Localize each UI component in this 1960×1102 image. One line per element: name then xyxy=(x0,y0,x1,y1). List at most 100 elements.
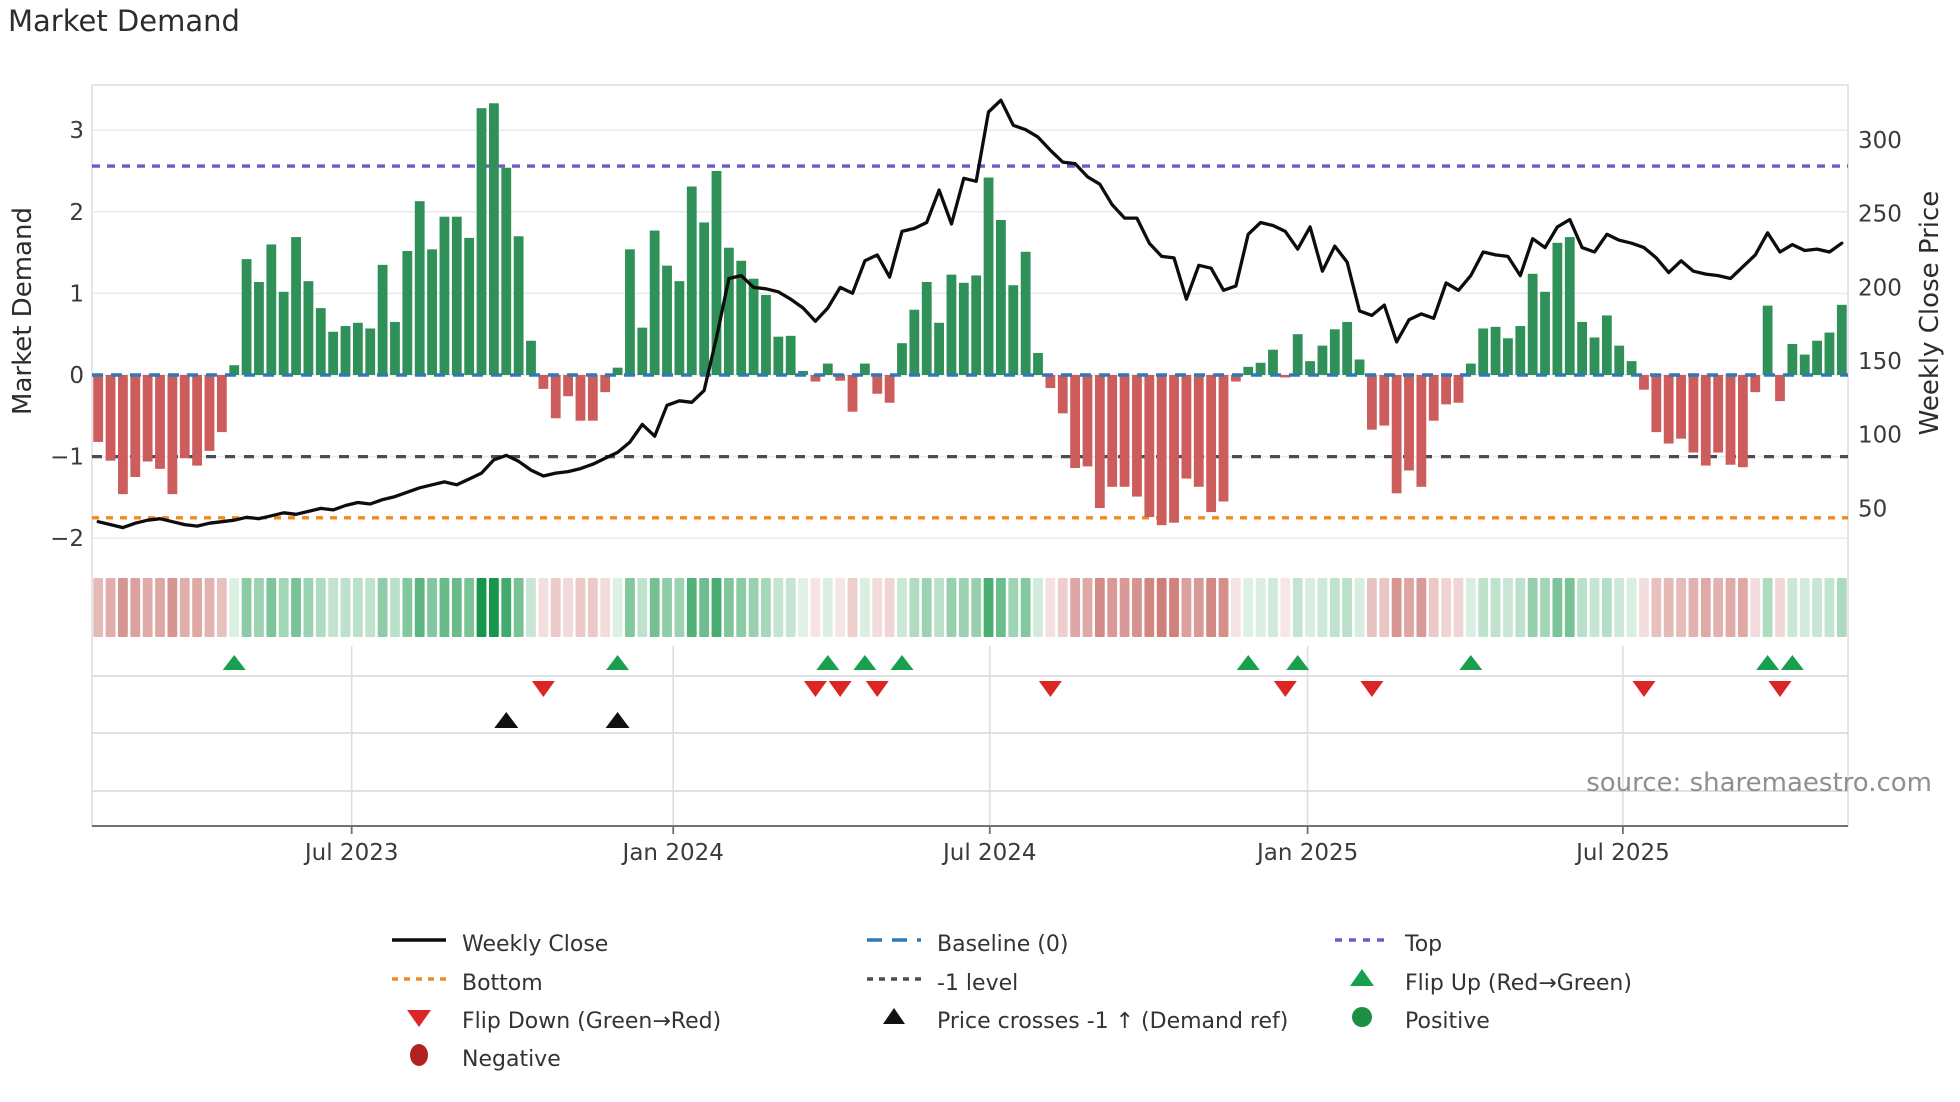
flip-up-marker xyxy=(1459,655,1483,670)
dots-orange-icon xyxy=(388,970,450,996)
demand-bar xyxy=(1787,343,1798,375)
demand-bar xyxy=(1243,366,1254,375)
heatmap-cell xyxy=(1206,578,1217,637)
flip-up-marker xyxy=(816,655,840,670)
heatmap-cell xyxy=(1243,578,1254,637)
heatmap-cell xyxy=(810,578,821,637)
dash-blue-icon xyxy=(863,931,925,957)
demand-bar xyxy=(1577,321,1588,375)
heatmap-cell xyxy=(340,578,351,637)
demand-bar xyxy=(390,321,400,375)
heatmap-cell xyxy=(1527,578,1538,637)
demand-bar xyxy=(921,281,932,375)
heatmap-cell xyxy=(414,578,425,637)
demand-bar xyxy=(1527,273,1538,375)
dot-darkred-icon xyxy=(388,1044,450,1072)
heatmap-cell xyxy=(1070,578,1081,637)
heatmap-cell xyxy=(1577,578,1588,637)
heatmap-cell xyxy=(1614,578,1625,637)
heatmap-cell xyxy=(1329,578,1340,637)
demand-bar xyxy=(1045,375,1056,389)
x-tick-label: Jan 2024 xyxy=(621,840,724,866)
heatmap-cell xyxy=(315,578,326,637)
legend-item: Flip Up (Red→Green) xyxy=(1331,966,1632,1000)
demand-bar xyxy=(971,275,982,375)
demand-bar xyxy=(637,327,648,375)
demand-bar xyxy=(1639,375,1649,390)
legend-label: Positive xyxy=(1405,1008,1490,1034)
heatmap-cell xyxy=(538,578,549,637)
heatmap-cell xyxy=(773,578,784,637)
tri-down-red-icon xyxy=(388,1008,450,1034)
demand-bar xyxy=(216,375,227,433)
demand-bar xyxy=(736,260,747,375)
heatmap-cell xyxy=(216,578,227,637)
heatmap-cell xyxy=(1268,578,1278,637)
flip-up-marker xyxy=(890,655,914,670)
heatmap-cell xyxy=(600,578,611,637)
price-line xyxy=(96,98,1844,530)
legend-label: Flip Down (Green→Red) xyxy=(462,1008,722,1034)
heatmap-cell xyxy=(167,578,178,637)
demand-bar xyxy=(1206,375,1217,513)
demand-bar xyxy=(1181,375,1192,479)
heatmap-cell xyxy=(1008,578,1019,637)
heatmap-cell xyxy=(1342,578,1353,637)
heatmap-cell xyxy=(1564,578,1575,637)
heatmap-cell xyxy=(798,578,808,637)
heatmap-cell xyxy=(1280,578,1291,637)
heatmap-cell xyxy=(1428,578,1439,637)
heatmap-cell xyxy=(822,578,833,637)
heatmap-cell xyxy=(142,578,153,637)
heatmap-cell xyxy=(377,578,388,637)
demand-bar xyxy=(1688,375,1699,453)
demand-bar xyxy=(550,375,561,419)
demand-bar xyxy=(192,375,203,466)
heatmap-cell xyxy=(1490,578,1501,637)
demand-bar xyxy=(1033,352,1043,375)
demand-bar xyxy=(859,363,870,375)
x-tick-label: Jul 2024 xyxy=(941,840,1037,866)
demand-bar xyxy=(105,375,116,461)
demand-bar xyxy=(1156,375,1167,526)
demand-bar xyxy=(1094,375,1105,509)
demand-bar xyxy=(958,282,969,375)
heatmap-cell xyxy=(1725,578,1736,637)
demand-bar xyxy=(934,322,944,375)
demand-bar xyxy=(229,365,240,375)
price-cross-marker xyxy=(494,712,519,728)
flip-down-marker xyxy=(531,681,555,697)
flip-up-marker xyxy=(222,655,246,670)
demand-bar xyxy=(1713,375,1724,453)
legend-item: Price crosses -1 ↑ (Demand ref) xyxy=(863,1004,1288,1038)
demand-bar xyxy=(1342,321,1353,375)
heatmap-cell xyxy=(402,578,413,637)
demand-bar xyxy=(1218,375,1229,502)
demand-bar xyxy=(587,375,598,421)
demand-bar xyxy=(897,343,907,375)
heatmap-cell xyxy=(1478,578,1489,637)
heatmap-cell xyxy=(563,578,573,637)
heatmap-cell xyxy=(365,578,376,637)
demand-bar xyxy=(835,375,846,381)
demand-bar xyxy=(625,249,635,375)
demand-bar xyxy=(365,328,376,375)
heatmap-cell xyxy=(204,578,215,637)
heatmap-cell xyxy=(1601,578,1612,637)
x-tick-label: Jul 2025 xyxy=(1574,840,1670,866)
legend-item: Top xyxy=(1331,927,1442,961)
demand-bar xyxy=(1317,345,1328,375)
heatmap-cell xyxy=(179,578,190,637)
legend-label: Top xyxy=(1405,931,1443,957)
heatmap-cell xyxy=(612,578,623,637)
demand-bar xyxy=(1268,349,1278,375)
y-tick-label-right: 200 xyxy=(1858,275,1902,301)
demand-bar xyxy=(1367,375,1377,430)
demand-bar xyxy=(1144,375,1155,517)
heatmap-cell xyxy=(637,578,648,637)
demand-bar xyxy=(1589,337,1600,375)
demand-bar xyxy=(142,375,153,462)
heatmap-cell xyxy=(1404,578,1414,637)
demand-bar xyxy=(1416,375,1427,487)
